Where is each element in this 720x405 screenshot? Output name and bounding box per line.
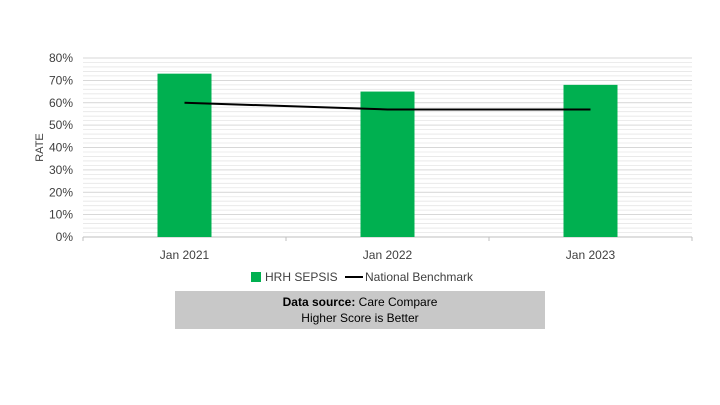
y-tick-label: 20% [49,185,73,199]
score-note: Higher Score is Better [301,311,419,325]
x-tick-label: Jan 2022 [363,248,413,262]
x-tick-label: Jan 2021 [160,248,210,262]
y-tick-label: 70% [49,73,73,87]
chart: 0% 10% 20% 30% 40% 50% 60% 70% 80% RATE Jan 2021 Ja… [34,51,693,284]
data-source-value: Care Compare [358,295,438,309]
x-tick-label: Jan 2023 [566,248,616,262]
bar [360,91,415,237]
y-tick-label: 80% [49,51,73,65]
y-tick-label: 40% [49,141,73,155]
legend-label: HRH SEPSIS [265,270,338,284]
bar [157,73,212,237]
y-tick-label: 60% [49,96,73,110]
legend-label: National Benchmark [365,270,474,284]
data-source-box: Data source: Care Compare Higher Score i… [175,291,545,329]
y-tick-label: 10% [49,208,73,222]
y-tick-label: 0% [56,230,74,244]
bar [563,84,618,237]
benchmark-line [184,101,591,111]
y-tick-label: 50% [49,118,73,132]
data-source-line: Data source: Care Compare [175,294,545,310]
data-source-label: Data source: [282,295,356,309]
y-tick-label: 30% [49,163,73,177]
y-axis-label: RATE [34,133,46,162]
legend-swatch-bar [251,272,261,282]
